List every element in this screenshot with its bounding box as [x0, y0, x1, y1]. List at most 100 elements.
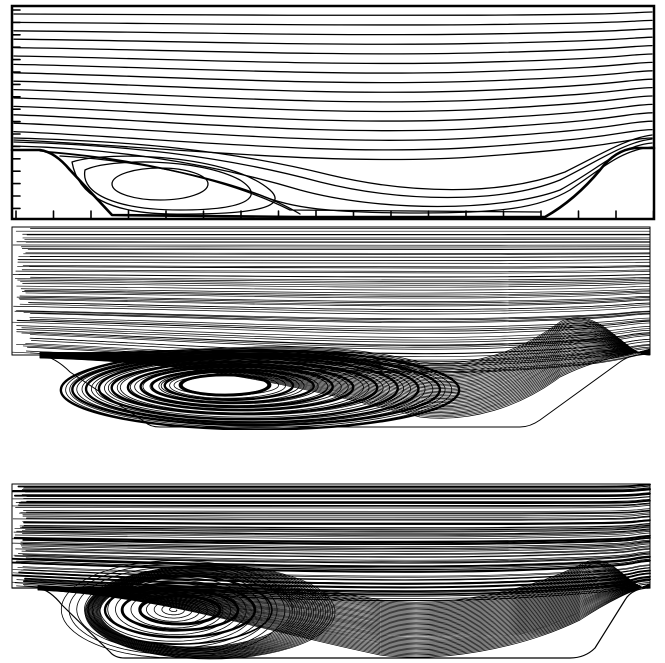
pathline — [26, 509, 651, 514]
pathline — [39, 321, 651, 368]
vortex-loop — [69, 351, 446, 428]
vortex-loop — [84, 161, 252, 211]
pathline — [16, 325, 651, 338]
streamline-panel-top — [10, 4, 656, 221]
pathline — [18, 256, 651, 258]
pathline — [17, 502, 651, 506]
pathline — [37, 584, 651, 646]
pathline — [23, 312, 651, 322]
streamline — [13, 78, 653, 93]
vortex-loop — [84, 354, 420, 424]
pathline — [37, 584, 651, 647]
pathline — [13, 552, 651, 563]
pathline — [21, 548, 651, 558]
pathline — [15, 505, 651, 509]
pathline — [29, 331, 651, 347]
pathline — [29, 318, 651, 330]
pathline — [23, 253, 651, 255]
vortex-loop — [88, 567, 324, 657]
pathline — [39, 346, 651, 398]
pathline — [37, 563, 651, 607]
pathline — [13, 492, 651, 497]
vortex-loop — [93, 571, 310, 653]
vortex-loop — [91, 570, 315, 654]
pathline — [19, 303, 651, 313]
pathline — [37, 584, 651, 633]
pathline — [37, 564, 651, 608]
wall-boundary — [11, 353, 651, 428]
pathline — [16, 329, 651, 343]
pathline — [37, 583, 651, 654]
streamline-panel-middle — [11, 226, 651, 430]
vortex-core — [178, 373, 272, 397]
pathline — [23, 522, 651, 528]
vortex-loop — [86, 565, 331, 659]
vortex-loop — [120, 588, 240, 632]
pathline — [21, 332, 651, 348]
streamline — [13, 11, 653, 17]
pathline — [37, 584, 651, 649]
vortex-loop — [98, 575, 296, 649]
pathline — [37, 583, 651, 658]
pathline — [21, 524, 651, 530]
pathline — [17, 261, 651, 264]
pathline — [25, 547, 651, 558]
pathline — [17, 483, 651, 488]
pathline — [20, 539, 651, 548]
pathline — [23, 520, 651, 526]
pathline — [19, 523, 651, 529]
vortex-loop — [160, 371, 300, 401]
pathline — [39, 318, 651, 365]
vortex-loop — [71, 352, 442, 427]
pathline — [37, 583, 651, 657]
pathline — [11, 503, 651, 507]
pathline — [21, 492, 651, 496]
pathline — [22, 537, 651, 546]
pathline — [22, 512, 651, 517]
pathline — [19, 299, 651, 307]
pathline — [26, 494, 651, 498]
streamline — [13, 138, 653, 199]
vortex-loop — [96, 574, 300, 650]
streamline — [13, 95, 653, 113]
pathline — [21, 528, 651, 535]
pathline — [37, 585, 651, 639]
plot-frame — [10, 4, 656, 221]
vortex-loop — [85, 565, 333, 659]
pathline — [22, 265, 651, 268]
vortex-loop — [111, 167, 209, 201]
pathline — [25, 526, 651, 533]
pathline — [22, 541, 651, 549]
pathline — [28, 302, 651, 310]
pathline — [24, 290, 651, 296]
pathline — [15, 546, 651, 555]
vortex-loop — [138, 594, 222, 626]
pathline — [12, 487, 651, 492]
pathline — [26, 498, 651, 502]
vortex-loop — [107, 360, 384, 416]
pathline — [37, 585, 651, 634]
pathline — [13, 534, 651, 543]
vortex-loop — [150, 368, 315, 404]
streamline — [13, 134, 653, 191]
pathline — [20, 499, 651, 503]
pathline — [25, 252, 651, 254]
pathline — [22, 536, 651, 546]
pathline — [22, 283, 651, 288]
streamline — [13, 70, 653, 84]
vortex-loop — [84, 564, 336, 660]
pathline — [26, 515, 651, 520]
streamline — [13, 128, 653, 151]
pathline — [20, 543, 651, 552]
pathline — [18, 557, 651, 569]
pathline — [18, 274, 651, 278]
vortex-loop — [95, 573, 303, 651]
pathline — [25, 292, 651, 299]
vortex-loop — [98, 576, 293, 648]
pathline — [29, 334, 651, 350]
vortex-loop — [95, 357, 405, 420]
streamline — [13, 36, 653, 45]
wall-boundary — [11, 587, 651, 659]
vortex-loop — [87, 566, 329, 658]
vortex-loop — [89, 568, 322, 656]
